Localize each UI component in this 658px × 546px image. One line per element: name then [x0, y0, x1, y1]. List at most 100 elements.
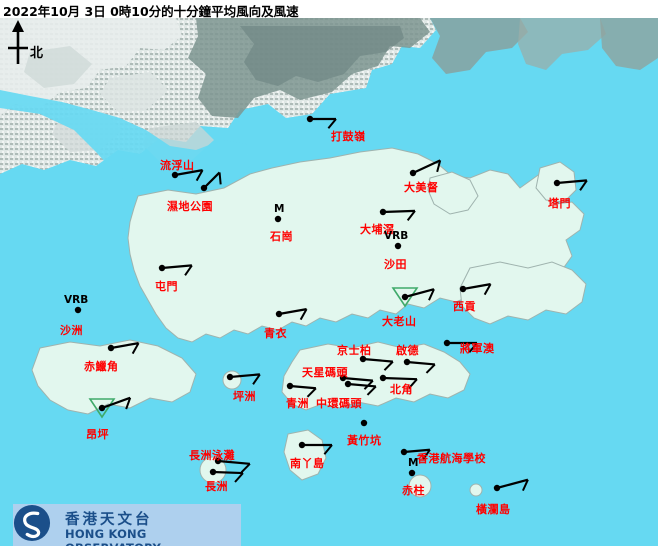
wind-station-marker: [274, 215, 282, 223]
wind-barb-feather: [408, 378, 418, 389]
station-label: 坪洲: [233, 390, 256, 403]
wind-barb-shaft: [462, 283, 491, 291]
high-level-station-triangle: [88, 398, 116, 419]
wind-barb-feather: [422, 449, 431, 461]
waglan-island: [469, 483, 483, 497]
wind-barb-shaft: [412, 159, 441, 174]
hk-island: [281, 341, 471, 411]
wind-station-marker: [359, 355, 394, 371]
wind-barb-feather: [195, 169, 204, 182]
wind-station-marker: [459, 283, 492, 296]
wind-barb-shaft: [404, 288, 435, 299]
wind-station-marker: [379, 208, 416, 222]
station-label: 天星碼頭: [302, 366, 348, 379]
lamma-island: [283, 429, 327, 481]
wind-barb-feather: [483, 283, 492, 296]
missing-data-flag: M: [274, 203, 285, 215]
logo-chinese-text: 香港天文台: [65, 512, 153, 528]
variable-wind-flag: VRB: [384, 230, 409, 242]
wind-station-marker: [409, 159, 442, 177]
station-label: 香港航海學校: [417, 452, 486, 465]
wind-barb-shaft: [406, 360, 435, 366]
station-label: 長洲泳灘: [189, 449, 235, 462]
hko-logo: 香港天文台 HONG KONG OBSERVATORY: [13, 504, 241, 546]
wind-station-marker: [391, 287, 435, 308]
wind-barb-shaft: [496, 478, 529, 490]
station-label: 流浮山: [160, 159, 195, 172]
station-label: 青洲: [286, 397, 309, 410]
wind-station-marker: [200, 171, 222, 192]
wind-barb-feather: [184, 264, 193, 276]
wind-barb-feather: [522, 479, 529, 492]
wind-barb-shaft: [161, 264, 192, 270]
wind-barb-shaft: [229, 373, 260, 379]
wind-barb-feather: [327, 118, 337, 129]
title-bar: 2022年10月 3日 0時10分的十分鐘平均風向及風速: [0, 0, 658, 19]
variable-wind-flag: VRB: [64, 294, 89, 306]
station-label: 黃竹坑: [347, 434, 382, 447]
wind-station-marker: [209, 468, 244, 483]
wind-barb-shaft: [362, 357, 393, 363]
wind-barb-feather: [306, 387, 317, 398]
wind-station-marker: [379, 374, 418, 389]
wind-barb-shaft: [110, 342, 139, 350]
wind-barb-layer: [74, 115, 588, 492]
wind-station-marker: [275, 308, 308, 321]
logo-english-text: HONG KONG OBSERVATORY: [65, 527, 161, 546]
station-label: 將軍澳: [460, 342, 495, 355]
wind-station-marker: [553, 179, 588, 191]
station-label: 塔門: [548, 197, 571, 210]
page-title: 2022年10月 3日 0時10分的十分鐘平均風向及風速: [3, 4, 299, 19]
wind-station-marker: [306, 115, 337, 129]
north-arrow-icon: [8, 20, 28, 64]
hk-landmass: [31, 147, 587, 498]
station-dot: [360, 419, 368, 427]
wind-barb-shaft: [347, 382, 376, 388]
station-label: 赤柱: [402, 484, 425, 497]
wind-barb-feather: [428, 288, 435, 301]
station-label: 石崗: [270, 230, 293, 243]
wind-barb-feather: [240, 463, 251, 474]
north-label: 北: [30, 46, 44, 61]
wind-barb-feather: [131, 342, 140, 355]
wind-barb-shaft: [203, 171, 221, 189]
lantau-island: [31, 339, 197, 415]
wind-station-marker: [403, 358, 436, 374]
wind-barb-shaft: [382, 209, 416, 214]
wind-barb-feather: [436, 160, 442, 173]
wind-station-marker: [214, 457, 251, 474]
sai-kung: [459, 261, 587, 325]
wind-station-marker: [158, 264, 193, 276]
station-label: 長洲: [205, 480, 228, 493]
station-label: 屯門: [155, 280, 178, 293]
station-label: 啟德: [396, 344, 419, 357]
station-label: 打鼓嶺: [331, 130, 366, 143]
wind-barb-shaft: [212, 470, 244, 475]
wind-barb-feather: [252, 373, 261, 385]
wind-barb-shaft: [174, 169, 203, 177]
station-label: 京士柏: [337, 344, 372, 357]
plover-cove: [427, 171, 479, 215]
station-label: 濕地公園: [167, 200, 213, 213]
wind-barb-feather: [299, 308, 308, 321]
wind-barb-feather: [366, 385, 377, 396]
wind-barb-feather: [383, 360, 394, 371]
wind-barb-shaft: [217, 459, 250, 465]
station-dot: [274, 215, 282, 223]
station-dot: [74, 306, 82, 314]
missing-data-flag: M: [408, 457, 419, 469]
wind-station-marker: [286, 382, 317, 398]
wind-barb-feather: [406, 210, 416, 222]
station-dot: [408, 469, 416, 477]
station-label: 北角: [390, 383, 413, 396]
wind-station-marker: [226, 373, 261, 385]
map-canvas[interactable]: 北 香港天文台 HONG KONG OBSERVATORY 打鼓嶺流浮山濕地公園…: [0, 18, 658, 546]
wind-station-marker: [443, 339, 478, 353]
station-dot: [394, 242, 402, 250]
wind-station-marker: [74, 306, 82, 314]
wind-barb-shaft: [403, 448, 430, 454]
wind-station-marker: [107, 342, 140, 355]
station-label: 青衣: [264, 327, 287, 340]
wind-barb-feather: [468, 342, 478, 353]
